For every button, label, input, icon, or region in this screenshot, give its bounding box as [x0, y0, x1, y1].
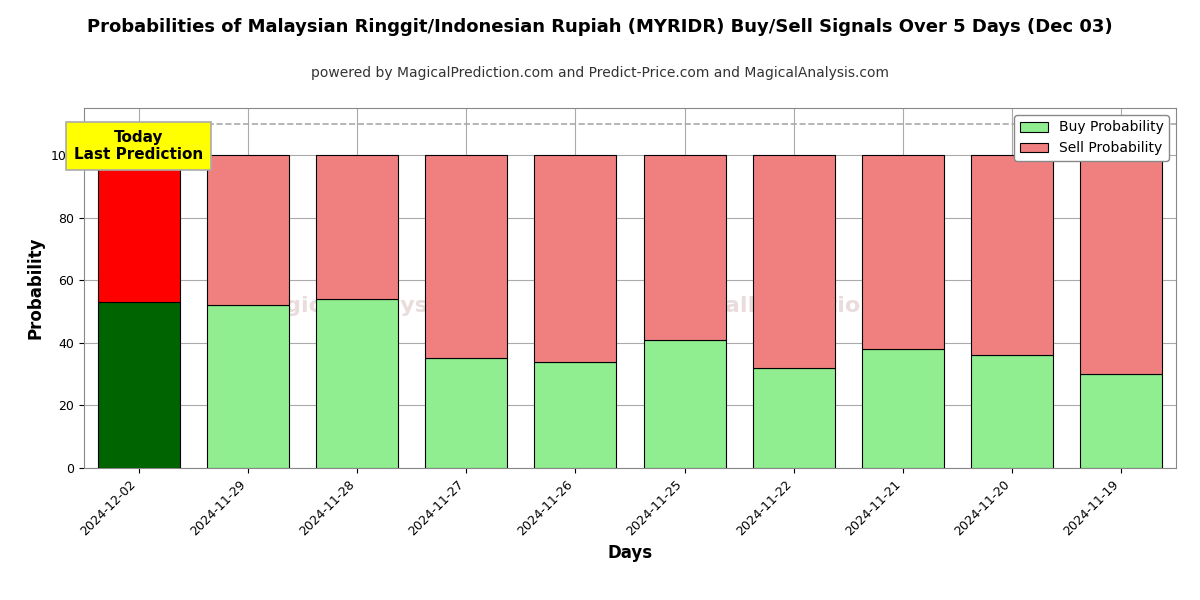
Bar — [752, 368, 835, 468]
Bar — [534, 362, 617, 468]
Text: powered by MagicalPrediction.com and Predict-Price.com and MagicalAnalysis.com: powered by MagicalPrediction.com and Pre… — [311, 66, 889, 80]
Legend: Buy Probability, Sell Probability: Buy Probability, Sell Probability — [1014, 115, 1169, 161]
Bar — [1080, 155, 1163, 374]
Bar — [534, 155, 617, 362]
Bar — [97, 155, 180, 302]
Bar — [643, 340, 726, 468]
Bar — [752, 155, 835, 368]
Bar — [97, 302, 180, 468]
X-axis label: Days: Days — [607, 544, 653, 562]
Bar — [206, 155, 289, 305]
Bar — [643, 155, 726, 340]
Bar — [425, 155, 508, 358]
Bar — [316, 299, 398, 468]
Text: MagicalPrediction.com: MagicalPrediction.com — [652, 296, 936, 316]
Bar — [425, 358, 508, 468]
Bar — [1080, 374, 1163, 468]
Text: Probabilities of Malaysian Ringgit/Indonesian Rupiah (MYRIDR) Buy/Sell Signals O: Probabilities of Malaysian Ringgit/Indon… — [88, 18, 1112, 36]
Bar — [971, 155, 1054, 355]
Bar — [206, 305, 289, 468]
Bar — [316, 155, 398, 299]
Text: MagicalAnalysis.com: MagicalAnalysis.com — [248, 296, 510, 316]
Bar — [971, 355, 1054, 468]
Bar — [862, 155, 944, 349]
Text: Today
Last Prediction: Today Last Prediction — [74, 130, 203, 163]
Bar — [862, 349, 944, 468]
Y-axis label: Probability: Probability — [26, 237, 44, 339]
